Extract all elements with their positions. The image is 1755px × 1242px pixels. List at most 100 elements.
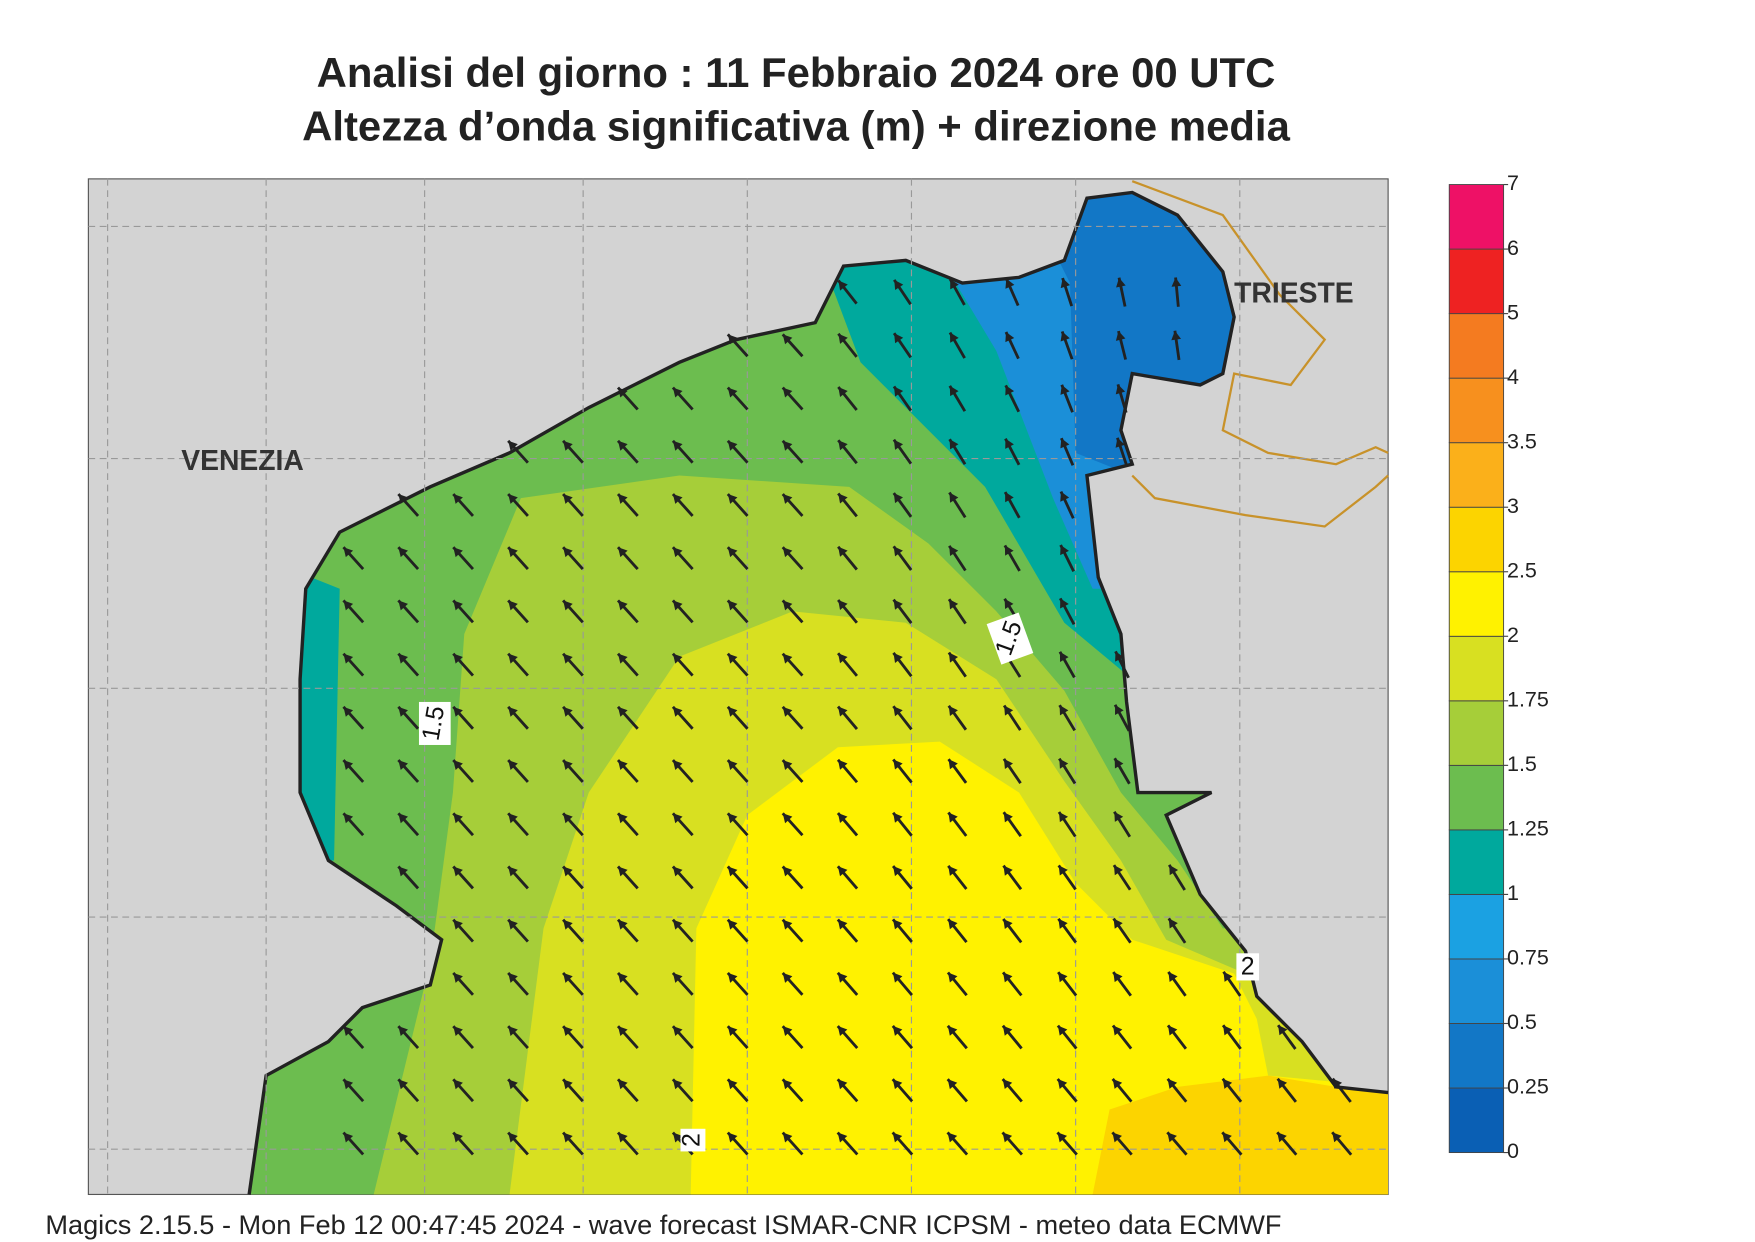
arrow-head [1116,277,1126,288]
arrow-head [782,334,793,345]
arrow-head [563,494,573,504]
arrow-head [563,1079,573,1090]
arrow-head [1115,331,1126,341]
arrow-head [1003,918,1013,930]
arrow-head [1002,1079,1013,1090]
arrow-head [453,600,463,611]
arrow-head [893,706,903,717]
arrow-head [727,1079,738,1090]
arrow-head [672,972,683,983]
arrow-head [947,972,958,983]
arrow-head [782,653,793,664]
arrow-head [343,1026,354,1037]
arrow-head [1058,811,1069,823]
arrow-head [893,812,903,823]
arrow-head [618,440,628,451]
colorbar-swatch [1448,313,1505,379]
colorbar-tick-label: 2 [1507,623,1519,647]
arrow-head [563,760,573,770]
arrow-head [563,972,573,983]
arrow-head [1003,865,1013,876]
arrow-head [618,1132,628,1143]
arrow-head [1223,971,1233,982]
arrow-head [1113,972,1123,983]
arrow-head [1171,277,1182,287]
arrow-head [950,279,959,290]
colorbar-tick-label: 1.25 [1507,817,1549,841]
arrow-head [1112,1078,1123,1089]
colorbar-tick-label: 4 [1507,365,1519,389]
arrow-head [453,1026,463,1037]
arrow-head [563,706,573,717]
arrow-head [563,919,573,930]
arrow-head [782,866,793,877]
arrow-head [1223,1025,1233,1036]
arrow-head [948,759,958,770]
arrow-head [838,653,848,664]
arrow-head [563,547,573,558]
arrow-head [618,494,628,504]
arrow-head [1277,1132,1287,1143]
arrow-head [1112,1025,1123,1036]
arrow-head [398,600,408,611]
arrow-head [508,706,518,717]
arrow-head [838,600,848,611]
arrow-head [1169,864,1179,876]
arrow-head [837,972,848,983]
arrow-head [1058,918,1068,929]
arrow-head [727,387,738,398]
arrow-head [618,653,628,664]
arrow-head [618,813,628,824]
colorbar-swatch [1448,1087,1505,1154]
arrow-head [672,440,683,451]
arrow-head [672,760,683,770]
arrow-head [782,972,793,983]
arrow-head [563,653,573,664]
arrow-head [672,1026,683,1037]
arrow-head [343,1079,354,1090]
arrow-head [727,547,738,558]
arrow-head [1058,972,1068,983]
arrow-head [947,1079,958,1090]
arrow-head [398,1026,408,1037]
arrow-head [1115,704,1124,716]
arrow-head [782,547,793,558]
arrow-head [948,919,958,930]
arrow-head [782,387,793,398]
arrow-head [618,866,628,877]
colorbar-tick-label: 1.5 [1507,752,1537,776]
arrow-head [1057,1132,1068,1143]
colorbar: 0 0.25 0.5 0.75 1 1.25 1.5 1.75 2 2.5 3 3.5 4 5 6 7 [1448,171,1549,1163]
arrow-head [1115,651,1124,662]
arrow-head [727,653,738,664]
footer: Magics 2.15.5 - Mon Feb 12 00:47:45 2024… [45,1209,1281,1240]
arrow-head [343,547,354,558]
arrow-head [563,600,573,611]
arrow-head [453,1132,463,1143]
arrow-head [508,1079,518,1090]
arrow-head [892,1079,903,1090]
arrow-head [1060,544,1069,556]
arrow-head [1112,1132,1122,1143]
arrow-head [1004,545,1014,556]
arrow-head [1005,278,1015,289]
arrow-head [563,440,573,451]
arrow-head [398,494,408,504]
arrow-head [1168,918,1178,929]
arrow-head [618,600,628,611]
arrow-head [453,866,463,877]
arrow-head [1059,758,1069,769]
arrow-head [1114,758,1124,769]
arrow-head [453,813,463,824]
arrow-head [1171,330,1181,341]
colorbar-swatch [1448,506,1505,573]
arrow-head [508,440,518,451]
arrow-head [1114,811,1124,822]
arrow-head [672,600,683,611]
arrow-head [782,440,793,451]
wave-direction [342,277,1353,1156]
arrow-head [837,919,848,930]
arrow-head [1115,437,1125,448]
arrow-head [1005,492,1014,503]
arrow-head [563,1132,573,1143]
